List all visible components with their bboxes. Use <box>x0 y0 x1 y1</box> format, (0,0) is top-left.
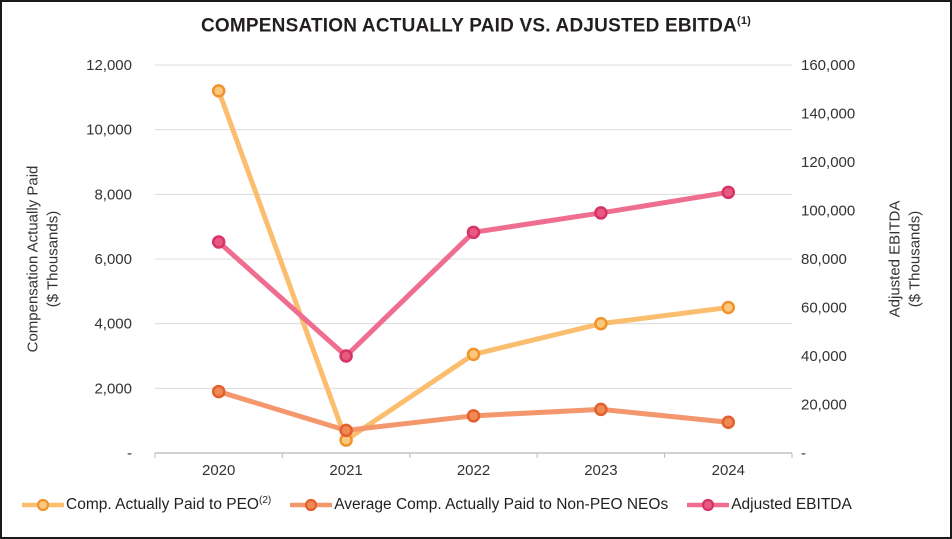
chart-title: COMPENSATION ACTUALLY PAID VS. ADJUSTED … <box>2 15 950 37</box>
right-axis-tick-label: 40,000 <box>801 348 847 365</box>
right-axis-tick-label: 120,000 <box>801 154 855 171</box>
x-axis-category-label: 2021 <box>329 462 362 479</box>
series-marker-2 <box>594 206 608 220</box>
legend-label: Average Comp. Actually Paid to Non-PEO N… <box>334 496 669 513</box>
left-axis-tick-label: 2,000 <box>94 380 132 397</box>
chart-title-footnote-marker: (1) <box>736 15 751 27</box>
series-marker-0 <box>466 347 481 362</box>
legend: Comp. Actually Paid to PEO(2) Average Com… <box>2 489 950 521</box>
legend-label: Adjusted EBITDA <box>731 496 852 513</box>
chart-title-text: COMPENSATION ACTUALLY PAID VS. ADJUSTED … <box>200 15 737 37</box>
series-line-2 <box>216 189 731 359</box>
series-marker-1 <box>339 423 353 438</box>
legend-item-1: Average Comp. Actually Paid to Non-PEO N… <box>290 496 668 514</box>
legend-item-0: Comp. Actually Paid to PEO(2) <box>22 495 271 514</box>
legend-marker-icon <box>22 498 64 512</box>
x-axis-category-label: 2020 <box>202 462 235 479</box>
right-axis-tick-label: 100,000 <box>801 203 855 220</box>
series-marker-1 <box>211 384 226 399</box>
legend-label-footnote-marker: (2) <box>258 495 272 507</box>
series-line-0 <box>216 88 731 443</box>
series-marker-2 <box>211 235 226 249</box>
left-axis-tick-label: 4,000 <box>94 316 132 333</box>
right-axis-tick-label: 60,000 <box>801 300 847 317</box>
x-axis-category-label: 2024 <box>712 462 745 479</box>
legend-marker-icon <box>290 498 333 512</box>
left-axis-tick-label: 10,000 <box>86 122 132 139</box>
right-axis-tick-label: 140,000 <box>801 106 855 123</box>
series-marker-0 <box>594 316 608 331</box>
left-axis-tick-label: 6,000 <box>94 251 132 268</box>
left-axis-tick-label: 12,000 <box>86 57 132 74</box>
legend-marker-icon <box>687 498 730 512</box>
series-marker-2 <box>721 185 736 200</box>
x-axis-category-label: 2023 <box>584 462 617 479</box>
left-axis-tick-label: 8,000 <box>94 186 132 203</box>
series-marker-2 <box>339 349 353 363</box>
series-marker-0 <box>211 84 226 98</box>
right-axis-tick-label: 160,000 <box>801 57 855 74</box>
legend-label: Comp. Actually Paid to PEO(2) <box>66 495 272 514</box>
series-marker-1 <box>594 402 608 417</box>
series-marker-0 <box>721 300 736 315</box>
right-axis-tick-label: - <box>801 445 806 462</box>
left-axis-tick-label: - <box>127 445 132 462</box>
x-axis-category-label: 2022 <box>457 462 490 479</box>
series-marker-2 <box>466 225 481 240</box>
right-axis-tick-label: 80,000 <box>801 251 847 268</box>
series-marker-1 <box>721 415 736 430</box>
series-marker-1 <box>466 409 481 423</box>
right-axis-tick-label: 20,000 <box>801 397 847 414</box>
legend-item-2: Adjusted EBITDA <box>687 496 852 514</box>
